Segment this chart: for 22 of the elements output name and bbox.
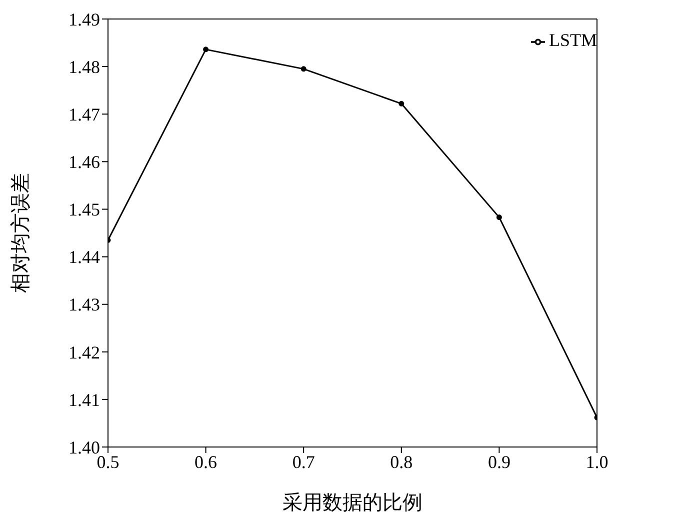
point	[203, 46, 209, 52]
y-tick-label: 1.47	[68, 104, 100, 124]
x-tick-label: 1.0	[586, 452, 608, 472]
x-axis-title: 采用数据的比例	[282, 492, 422, 514]
y-tick-label: 1.42	[68, 342, 100, 362]
y-tick-label: 1.40	[68, 437, 100, 458]
y-tick-label: 1.49	[68, 9, 100, 30]
point	[300, 66, 306, 72]
point	[496, 214, 502, 220]
point	[398, 100, 404, 106]
y-tick-label: 1.46	[68, 152, 100, 172]
x-tick-label: 0.6	[194, 452, 218, 472]
legend-label: LSTM	[548, 30, 597, 50]
y-tick-label: 1.41	[68, 390, 100, 410]
y-axis-title: 相对均方误差	[9, 173, 32, 293]
x-tick-label: 0.7	[292, 452, 315, 472]
x-tick-label: 0.8	[390, 452, 413, 472]
y-tick-label: 1.43	[68, 294, 100, 315]
y-tick-label: 1.44	[68, 247, 100, 268]
x-tick-label: 0.9	[488, 452, 510, 472]
y-tick-label: 1.48	[68, 56, 100, 77]
y-tick-label: 1.45	[68, 200, 100, 220]
